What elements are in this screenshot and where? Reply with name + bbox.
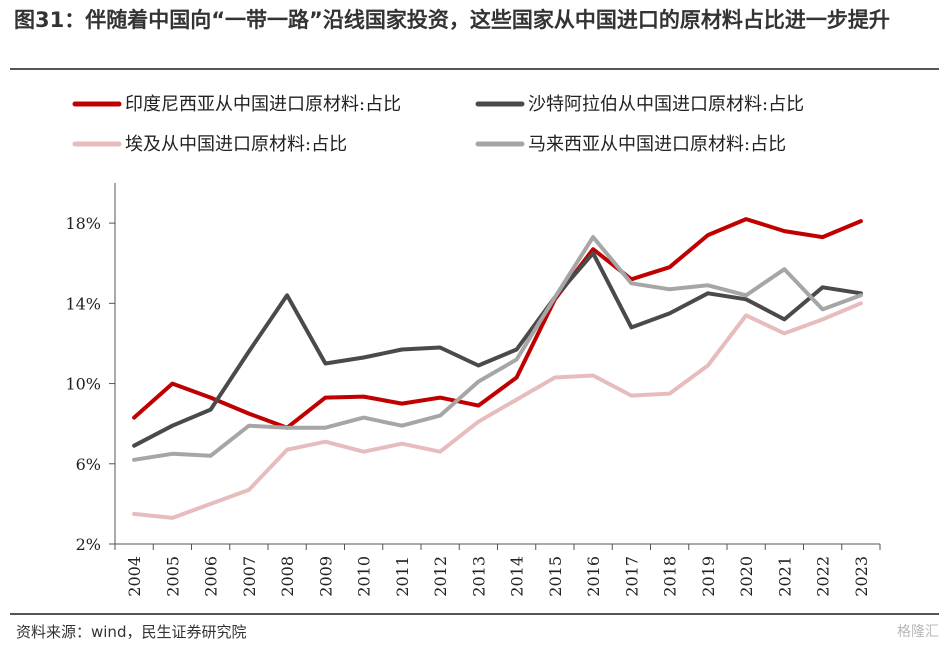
y-tick-label: 10% xyxy=(65,375,101,394)
legend-label: 马来西亚从中国进口原材料:占比 xyxy=(528,134,786,155)
x-tick-label: 2015 xyxy=(546,556,565,597)
x-tick-label: 2022 xyxy=(814,556,833,597)
x-tick-label: 2009 xyxy=(316,556,335,597)
legend: 印度尼西亚从中国进口原材料:占比 沙特阿拉伯从中国进口原材料:占比埃及从中国进口原… xyxy=(72,94,804,155)
x-tick-label: 2005 xyxy=(163,556,182,597)
legend-label: 沙特阿拉伯从中国进口原材料:占比 xyxy=(528,94,804,115)
x-tick-label: 2016 xyxy=(584,556,603,597)
source-note: 资料来源：wind，民生证券研究院 xyxy=(16,623,247,641)
x-tick-label: 2013 xyxy=(469,556,488,597)
y-tick-label: 2% xyxy=(76,535,101,554)
series-group xyxy=(132,217,863,520)
x-tick-label: 2021 xyxy=(775,556,794,597)
title-divider xyxy=(10,68,939,70)
x-tick-label: 2017 xyxy=(622,556,641,597)
footer-divider xyxy=(10,613,939,615)
x-tick-label: 2011 xyxy=(393,556,412,597)
x-tick-label: 2019 xyxy=(699,556,718,597)
series-line-0 xyxy=(132,217,863,430)
x-tick-label: 2012 xyxy=(431,556,450,597)
watermark: 格隆汇 xyxy=(897,624,939,640)
series-line-3 xyxy=(132,235,863,462)
x-tick-label: 2018 xyxy=(661,556,680,597)
x-tick-label: 2014 xyxy=(508,556,527,597)
x-tick-label: 2010 xyxy=(355,556,374,597)
x-tick-label: 2023 xyxy=(852,556,871,597)
x-tick-label: 2007 xyxy=(240,556,259,597)
x-tick-label: 2008 xyxy=(278,556,297,597)
x-tick-label: 2006 xyxy=(202,556,221,597)
y-tick-label: 18% xyxy=(65,214,101,233)
legend-label: 埃及从中国进口原材料:占比 xyxy=(125,134,347,155)
series-line-2 xyxy=(132,301,863,520)
y-tick-label: 14% xyxy=(65,294,101,313)
x-tick-label: 2004 xyxy=(125,556,144,597)
x-tick-label: 2020 xyxy=(737,556,756,597)
legend-label: 印度尼西亚从中国进口原材料:占比 xyxy=(125,94,401,115)
series-line-1 xyxy=(132,251,863,448)
chart-title: 图31：伴随着中国向“一带一路”沿线国家投资，这些国家从中国进口的原材料占比进一… xyxy=(14,8,890,32)
y-axis: 2% 6% 10% 14% 18% xyxy=(65,183,116,554)
x-axis: 2004 2005 2006 2007 2008 2009 2010 2011 2012 2013… xyxy=(114,543,881,597)
y-tick-label: 6% xyxy=(76,455,101,474)
